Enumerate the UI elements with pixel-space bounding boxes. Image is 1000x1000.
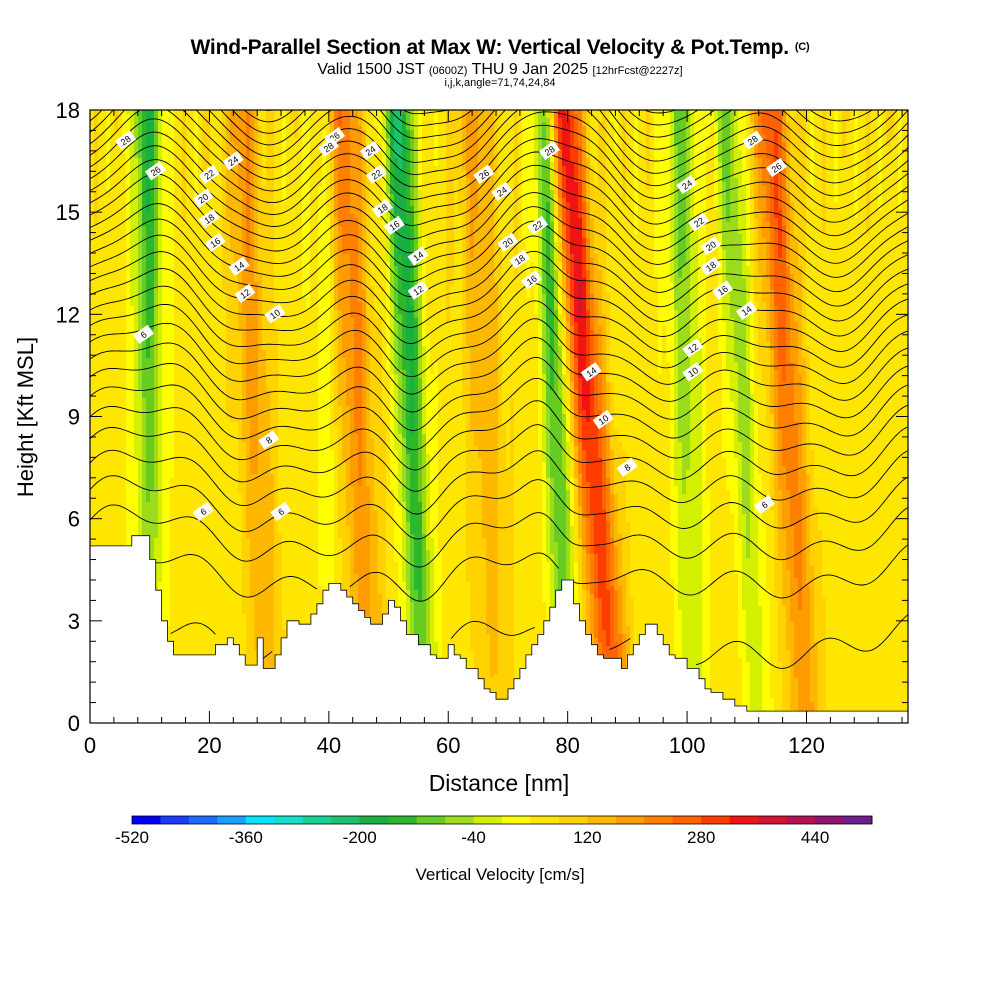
x-axis-label: Distance [nm] bbox=[429, 770, 570, 796]
colorbar-swatch bbox=[160, 816, 189, 824]
colorbar-swatch bbox=[673, 816, 702, 824]
colorbar-swatch bbox=[587, 816, 616, 824]
colorbar-tick-label: -40 bbox=[461, 828, 486, 847]
colorbar-tick-label: -360 bbox=[229, 828, 263, 847]
x-tick-label: 20 bbox=[197, 733, 221, 758]
colorbar-swatch bbox=[360, 816, 389, 824]
colorbar-swatch bbox=[502, 816, 531, 824]
y-tick-label: 15 bbox=[56, 200, 80, 225]
colorbar-label: Vertical Velocity [cm/s] bbox=[415, 865, 584, 884]
theta-contour bbox=[90, 21, 908, 110]
colorbar-swatch bbox=[417, 816, 446, 824]
colorbar: -520 -360 -200 -40 120 280 440 bbox=[115, 816, 873, 847]
y-axis-label: Height [Kft MSL] bbox=[13, 337, 38, 497]
colorbar-swatch bbox=[559, 816, 588, 824]
y-tick-label: 0 bbox=[68, 711, 80, 736]
colorbar-swatch bbox=[246, 816, 275, 824]
colorbar-tick-label: 440 bbox=[801, 828, 829, 847]
x-tick-label: 40 bbox=[317, 733, 341, 758]
x-tick-label: 0 bbox=[84, 733, 96, 758]
colorbar-swatch bbox=[474, 816, 503, 824]
cross-section-chart: 6 6668810101012 12121414141416161616181818… bbox=[0, 0, 1000, 1000]
colorbar-tick-label: 120 bbox=[573, 828, 601, 847]
theta-contour bbox=[90, 33, 908, 122]
colorbar-swatch bbox=[815, 816, 844, 824]
colorbar-swatch bbox=[132, 816, 161, 824]
colorbar-tick-label: -200 bbox=[343, 828, 377, 847]
theta-contour bbox=[90, 10, 908, 100]
colorbar-swatch bbox=[616, 816, 645, 824]
colorbar-swatch bbox=[758, 816, 787, 824]
y-tick-label: 9 bbox=[68, 405, 80, 430]
x-tick-label: 60 bbox=[436, 733, 460, 758]
y-tick-label: 6 bbox=[68, 507, 80, 532]
colorbar-swatch bbox=[701, 816, 730, 824]
theta-contour bbox=[90, 0, 908, 88]
y-tick-label: 12 bbox=[56, 302, 80, 327]
colorbar-swatch bbox=[331, 816, 360, 824]
colorbar-swatch bbox=[730, 816, 759, 824]
colorbar-swatch bbox=[303, 816, 332, 824]
colorbar-swatch bbox=[530, 816, 559, 824]
colorbar-swatch bbox=[787, 816, 816, 824]
colorbar-swatch bbox=[274, 816, 303, 824]
x-tick-label: 100 bbox=[669, 733, 706, 758]
colorbar-swatch bbox=[445, 816, 474, 824]
colorbar-swatch bbox=[189, 816, 218, 824]
colorbar-swatch bbox=[388, 816, 417, 824]
colorbar-swatch bbox=[217, 816, 246, 824]
y-tick-label: 18 bbox=[56, 98, 80, 123]
x-tick-label: 80 bbox=[555, 733, 579, 758]
y-tick-label: 3 bbox=[68, 609, 80, 634]
colorbar-tick-label: 280 bbox=[687, 828, 715, 847]
colorbar-tick-label: -520 bbox=[115, 828, 149, 847]
colorbar-swatch bbox=[844, 816, 873, 824]
x-tick-label: 120 bbox=[788, 733, 825, 758]
colorbar-swatch bbox=[644, 816, 673, 824]
